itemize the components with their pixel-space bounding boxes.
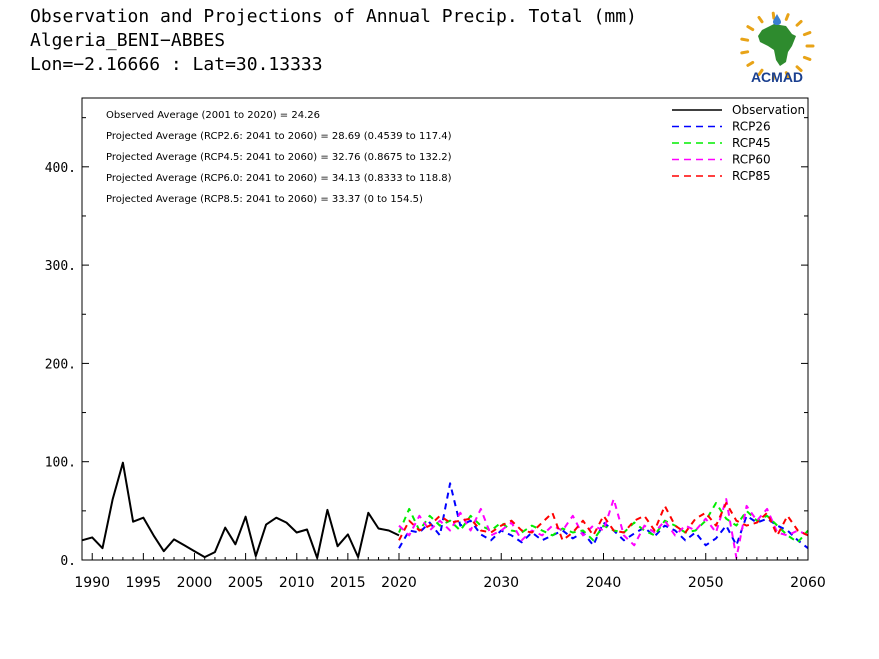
chart-title: Observation and Projections of Annual Pr… bbox=[30, 6, 637, 27]
coordinates-label: Lon=−2.16666 : Lat=30.13333 bbox=[30, 54, 323, 75]
africa-map-logo-icon: ACMAD bbox=[740, 11, 815, 85]
acmad-logo: ACMAD bbox=[734, 8, 820, 86]
legend-label: RCP45 bbox=[732, 136, 771, 150]
x-tick-label: 2020 bbox=[381, 575, 417, 591]
y-tick-label: 100. bbox=[45, 456, 76, 471]
x-tick-label: 2050 bbox=[688, 575, 724, 591]
legend-label: Observation bbox=[732, 103, 805, 117]
x-tick-label: 1990 bbox=[74, 575, 110, 591]
x-tick-label: 2015 bbox=[330, 575, 366, 591]
plot-frame bbox=[81, 97, 809, 561]
series-line-rcp60 bbox=[398, 498, 809, 559]
series-line-rcp26 bbox=[398, 482, 809, 549]
y-tick-label: 0. bbox=[60, 554, 76, 569]
series-line-observation bbox=[81, 461, 400, 559]
y-tick-label: 200. bbox=[45, 357, 76, 372]
annotation-line: Observed Average (2001 to 2020) = 24.26 bbox=[106, 110, 320, 121]
logo-text: ACMAD bbox=[751, 69, 803, 85]
annotation-line: Projected Average (RCP6.0: 2041 to 2060)… bbox=[106, 173, 452, 184]
series-line-rcp85 bbox=[398, 502, 809, 542]
x-tick-label: 2030 bbox=[483, 575, 519, 591]
location-label: Algeria_BENI−ABBES bbox=[30, 30, 226, 51]
legend-label: RCP85 bbox=[732, 169, 771, 183]
y-tick-label: 400. bbox=[45, 161, 76, 176]
series-line-rcp45 bbox=[398, 502, 809, 544]
annotation-line: Projected Average (RCP4.5: 2041 to 2060)… bbox=[106, 152, 452, 163]
x-tick-label: 2010 bbox=[279, 575, 315, 591]
legend-label: RCP60 bbox=[732, 153, 771, 167]
legend-label: RCP26 bbox=[732, 120, 771, 134]
x-tick-label: 2060 bbox=[790, 575, 826, 591]
annotation-line: Projected Average (RCP8.5: 2041 to 2060)… bbox=[106, 194, 423, 205]
x-tick-label: 2005 bbox=[228, 575, 264, 591]
x-tick-label: 2040 bbox=[586, 575, 622, 591]
x-tick-label: 1995 bbox=[126, 575, 162, 591]
annotation-line: Projected Average (RCP2.6: 2041 to 2060)… bbox=[106, 131, 452, 142]
x-tick-label: 2000 bbox=[177, 575, 213, 591]
y-tick-label: 300. bbox=[45, 259, 76, 274]
